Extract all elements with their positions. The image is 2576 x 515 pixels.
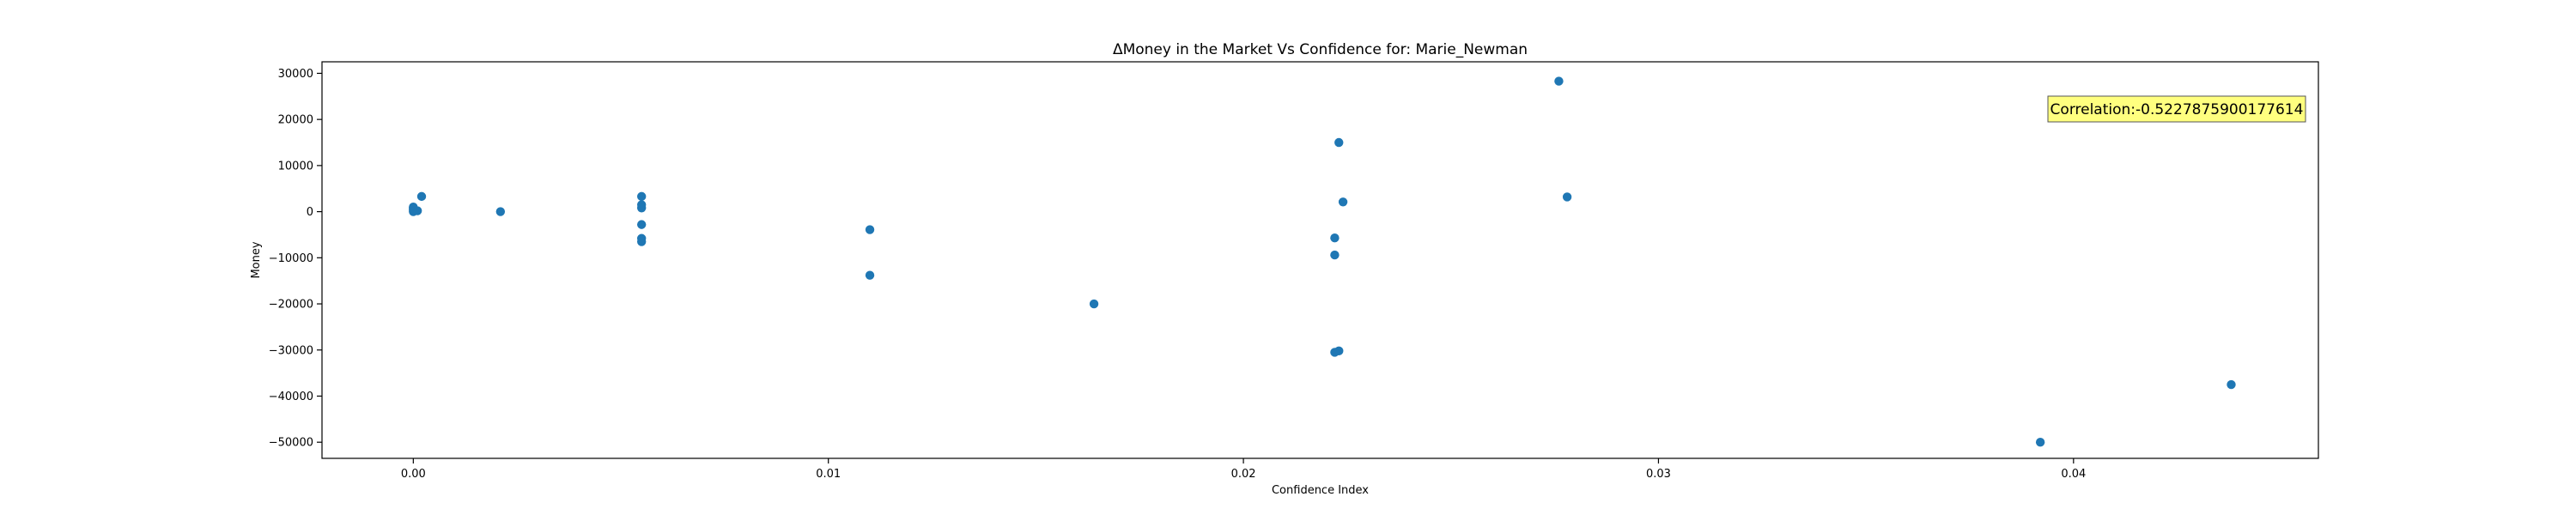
x-axis-label: Confidence Index <box>1272 484 1369 497</box>
y-tick-label: −40000 <box>269 391 313 403</box>
scatter-point <box>1330 233 1340 243</box>
x-tick-label: 0.00 <box>401 468 426 481</box>
x-tick-label: 0.04 <box>2061 468 2086 481</box>
x-tick-label: 0.03 <box>1646 468 1671 481</box>
x-tick-label: 0.02 <box>1231 468 1256 481</box>
plot-area <box>322 62 2318 458</box>
chart-title: ΔMoney in the Market Vs Confidence for: … <box>1113 41 1528 58</box>
scatter-point <box>2227 379 2236 390</box>
scatter-point <box>636 203 647 213</box>
data-points <box>409 76 2236 447</box>
y-tick-label: 20000 <box>278 114 313 127</box>
scatter-point <box>1562 192 1572 202</box>
y-tick-label: 10000 <box>278 160 313 173</box>
plot-frame <box>321 61 2319 459</box>
scatter-point <box>1330 250 1340 260</box>
y-tick-label: −50000 <box>269 437 313 450</box>
scatter-point <box>1338 197 1348 207</box>
scatter-point <box>2035 437 2045 447</box>
scatter-point <box>1089 299 1099 309</box>
scatter-point <box>1330 348 1340 357</box>
correlation-box <box>2047 95 2306 123</box>
y-tick-label: −30000 <box>269 344 313 357</box>
scatter-point <box>1334 137 1344 148</box>
scatter-point <box>865 270 875 280</box>
y-tick-label: −20000 <box>269 299 313 312</box>
scatter-point <box>412 206 422 215</box>
scatter-point <box>636 191 647 202</box>
scatter-point <box>1554 76 1564 86</box>
correlation-text: Correlation:-0.5227875900177614 <box>2050 101 2304 118</box>
y-tick-label: 0 <box>307 206 313 219</box>
scatter-point <box>636 220 647 229</box>
x-axis-ticks: 0.00 0.01 0.02 0.03 0.04 <box>401 458 2086 481</box>
scatter-point <box>636 237 647 246</box>
y-axis-ticks: −50000 −40000 −30000 −20000 −10000 0 10000 2000… <box>269 68 322 450</box>
y-tick-label: 30000 <box>278 68 313 81</box>
scatter-point <box>495 207 506 216</box>
y-axis-label: Money <box>250 241 263 278</box>
scatter-point <box>416 191 427 202</box>
scatter-point <box>865 225 875 234</box>
x-tick-label: 0.01 <box>816 468 841 481</box>
correlation-annotation: Correlation:-0.5227875900177614 <box>2047 95 2306 123</box>
y-tick-label: −10000 <box>269 252 313 265</box>
